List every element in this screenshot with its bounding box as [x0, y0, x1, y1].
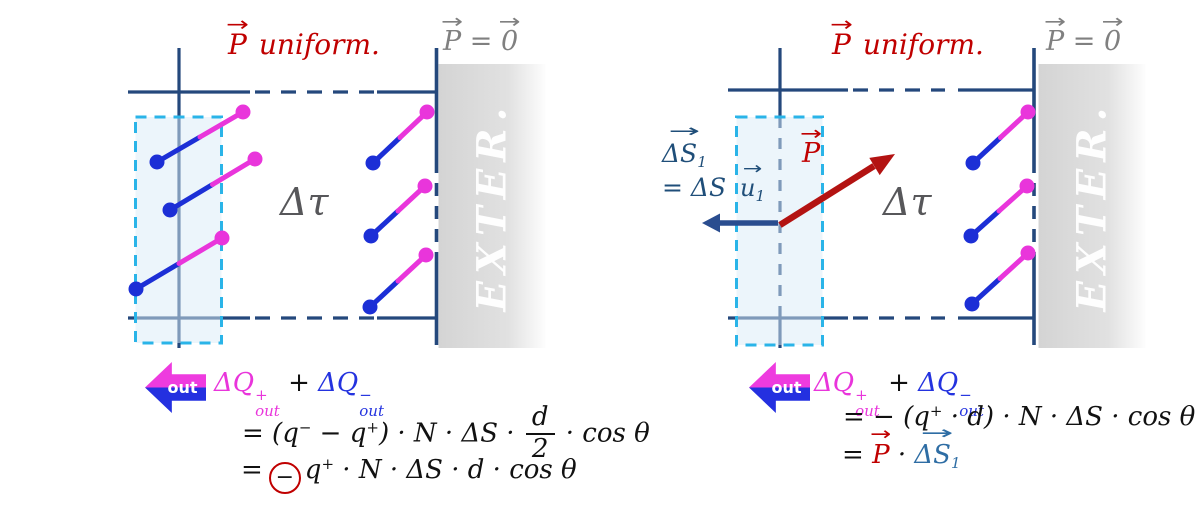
control-volume-box — [735, 115, 824, 347]
dipole — [363, 178, 433, 244]
dq-plus-term: ΔQ + out — [214, 368, 280, 420]
right-panel-lines — [702, 48, 1146, 348]
plus-operator: + — [888, 368, 910, 398]
circled-minus-sign: − — [268, 461, 301, 494]
dipole — [964, 245, 1036, 312]
p-vector-symbol: → P — [800, 121, 823, 169]
right-equation-line2: = − (q+ · d) · N · ΔS · cos θ — [843, 402, 1196, 432]
right-volume-label: Δτ — [883, 180, 932, 224]
dipole — [128, 230, 230, 297]
vector-arrow-icon: → — [1044, 9, 1067, 33]
right-p-vector-label: → P — [800, 121, 823, 169]
p-vector-symbol: → P — [226, 11, 249, 61]
left-p-zero-label: → P = → 0 — [441, 9, 521, 57]
vector-arrow-icon: → — [870, 424, 892, 446]
p-vector-symbol: → P — [870, 424, 892, 470]
dipole — [365, 104, 435, 171]
right-equation-line1: ΔQ + out + ΔQ − out — [814, 368, 984, 420]
p-vector-symbol: → P — [1044, 9, 1067, 57]
dipole — [362, 247, 434, 315]
u1-normal-arrow — [702, 213, 778, 233]
ds1-vector-symbol: → ΔS1 — [662, 123, 707, 172]
ds1-vector-symbol: → ΔS1 — [914, 424, 960, 472]
vector-arrow-icon: → — [498, 9, 521, 33]
dq-minus-term: ΔQ − out — [318, 368, 384, 420]
p-vector-symbol: → P — [441, 9, 464, 57]
out-label: out — [771, 378, 802, 397]
dq-plus-term: ΔQ + out — [814, 368, 880, 420]
left-dipoles — [128, 104, 435, 315]
dipole — [162, 151, 263, 218]
right-p-zero-label: → P = → 0 — [1044, 9, 1124, 57]
dipole — [963, 178, 1035, 244]
plus-operator: + — [288, 368, 310, 398]
exterior-band — [438, 64, 546, 348]
vector-arrow-icon: → — [920, 422, 954, 444]
dq-minus-term: ΔQ − out — [918, 368, 984, 420]
vector-arrow-icon: → — [800, 121, 823, 145]
exterior-band — [1038, 64, 1146, 348]
left-equation-line3: = − q+ · N · ΔS · d · cos θ — [241, 455, 577, 494]
vector-arrow-icon: → — [742, 159, 763, 180]
dipole — [149, 104, 251, 170]
normal-unit-vector-label: → u1 — [740, 161, 765, 205]
left-equation-line1: ΔQ + out + ΔQ − out — [214, 368, 384, 420]
p-vector-symbol: → P — [830, 11, 853, 61]
zero-vector-symbol: → 0 — [498, 9, 521, 57]
p-vector-arrow — [778, 154, 895, 228]
surface-element-label: → ΔS1 = ΔS — [662, 123, 726, 203]
dipole — [965, 104, 1036, 171]
control-volume-box — [134, 115, 223, 345]
vector-arrow-icon: → — [830, 11, 853, 36]
out-label: out — [167, 378, 198, 397]
right-dipoles — [963, 104, 1036, 312]
right-equation-line3: = → P · → ΔS1 — [842, 424, 961, 472]
u1-vector-symbol: → u1 — [740, 161, 765, 205]
vector-arrow-icon: → — [441, 9, 464, 33]
vector-arrow-icon: → — [226, 11, 249, 36]
vector-arrow-icon: → — [1101, 9, 1124, 33]
vector-arrow-icon: → — [668, 121, 701, 143]
left-volume-label: Δτ — [280, 180, 329, 224]
left-panel-lines — [128, 48, 546, 348]
zero-vector-symbol: → 0 — [1101, 9, 1124, 57]
